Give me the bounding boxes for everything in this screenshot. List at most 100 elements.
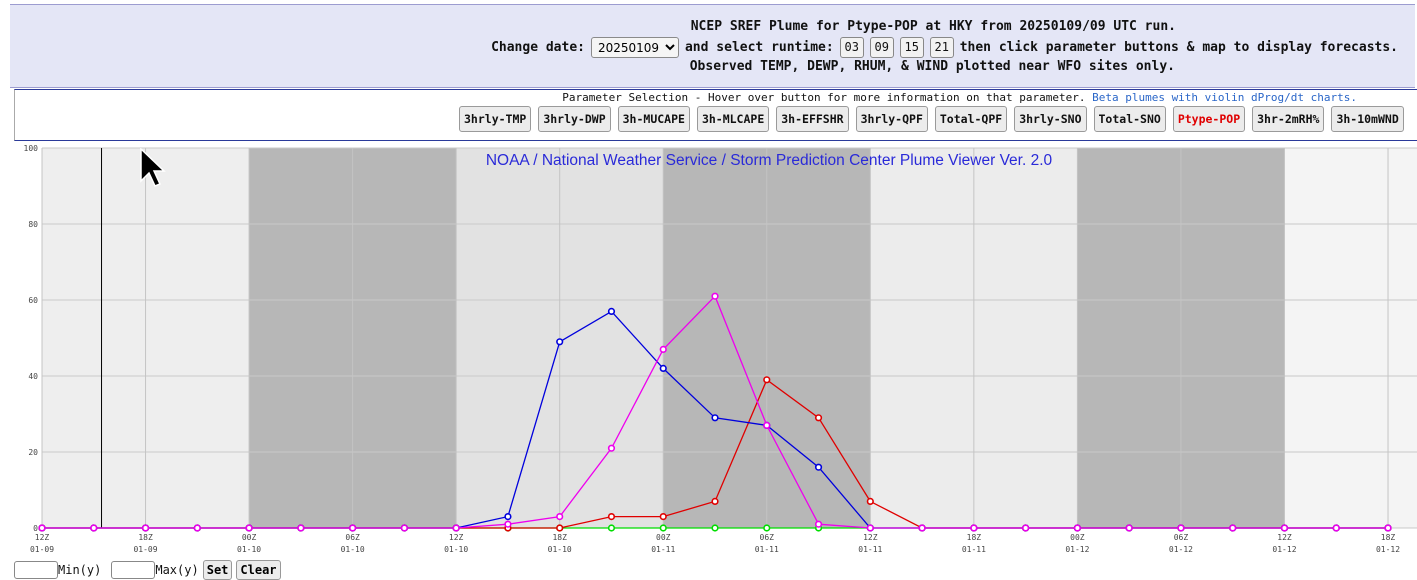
data-point [659, 364, 667, 372]
select-runtime-label: and select runtime: [684, 40, 834, 55]
data-point [38, 524, 46, 532]
x-tick-date: 01-11 [651, 545, 675, 554]
data-point [659, 345, 667, 353]
data-point [1280, 524, 1289, 532]
change-date-label: Change date: [491, 40, 585, 55]
data-point [814, 463, 823, 471]
date-runtime-row: Change date: 20250109 and select runtime… [491, 37, 1398, 58]
data-point [1332, 524, 1340, 532]
y-tick-label: 60 [28, 296, 38, 305]
runtime-button-15[interactable]: 15 [899, 37, 924, 58]
parameter-instructions: Parameter Selection - Hover over button … [15, 91, 1357, 104]
data-point [297, 524, 305, 532]
data-point [711, 414, 719, 422]
date-select[interactable]: 20250109 [590, 37, 679, 58]
beta-plumes-link[interactable]: Beta plumes with violin dProg/dt charts. [1092, 91, 1357, 104]
data-point [866, 524, 874, 532]
x-tick-date: 01-12 [1272, 545, 1296, 554]
x-tick-date: 01-09 [30, 545, 54, 554]
x-tick-hour: 00Z [656, 533, 671, 542]
data-point [763, 421, 771, 430]
param-button-3h-10mwnd[interactable]: 3h-10mWND [1331, 106, 1404, 132]
x-tick-date: 01-12 [1376, 545, 1400, 554]
data-point [1177, 524, 1185, 532]
x-tick-date: 01-09 [133, 545, 157, 554]
x-tick-date: 01-10 [444, 545, 468, 554]
x-tick-date: 01-10 [548, 545, 572, 554]
data-point [711, 497, 719, 506]
then-click-label: then click parameter buttons & map to di… [959, 40, 1398, 55]
x-tick-date: 01-11 [755, 545, 779, 554]
data-point [349, 524, 357, 532]
data-point [866, 497, 874, 506]
clear-button[interactable]: Clear [236, 560, 281, 580]
param-button-total-qpf[interactable]: Total-QPF [934, 106, 1008, 132]
x-tick-date: 01-11 [858, 545, 882, 554]
data-point [1022, 524, 1030, 532]
param-button-3h-effshr[interactable]: 3h-EFFSHR [776, 106, 849, 132]
data-point [1073, 524, 1081, 532]
data-point [659, 524, 667, 532]
param-button-3hr-2mrh-[interactable]: 3hr-2mRH% [1252, 106, 1325, 132]
x-tick-date: 01-11 [962, 545, 986, 554]
param-button-3h-mucape[interactable]: 3h-MUCAPE [617, 106, 690, 132]
plot-band [1284, 148, 1417, 528]
x-tick-hour: 18Z [552, 533, 567, 542]
param-button-ptype-pop[interactable]: Ptype-POP [1172, 106, 1246, 132]
x-tick-hour: 00Z [1070, 533, 1085, 542]
parameter-instruction-text: Parameter Selection - Hover over button … [562, 91, 1086, 104]
runtime-button-09[interactable]: 09 [869, 37, 894, 58]
header-panel: NCEP SREF Plume for Ptype-POP at HKY fro… [10, 4, 1415, 88]
x-tick-hour: 12Z [863, 533, 878, 542]
data-point [556, 524, 564, 532]
observed-note: Observed TEMP, DEWP, RHUM, & WIND plotte… [689, 59, 1175, 74]
runtime-button-03[interactable]: 03 [839, 37, 864, 58]
max-y-input[interactable] [111, 561, 156, 579]
set-button[interactable]: Set [202, 560, 233, 580]
data-point [814, 520, 823, 528]
data-point [763, 376, 771, 384]
min-y-input[interactable] [14, 561, 58, 579]
data-point [556, 338, 564, 346]
x-tick-hour: 18Z [1381, 533, 1396, 542]
data-point [504, 520, 512, 528]
data-point [90, 524, 98, 532]
param-button-3hrly-dwp[interactable]: 3hrly-DWP [538, 106, 611, 132]
parameter-button-row: 3hrly-TMP 3hrly-DWP 3h-MUCAPE 3h-MLCAPE 3h-E… [459, 106, 1404, 132]
y-tick-label: 80 [28, 220, 38, 229]
data-point [141, 524, 150, 532]
data-point [659, 513, 667, 521]
data-point [504, 513, 512, 521]
x-tick-date: 01-12 [1169, 545, 1193, 554]
data-point [607, 513, 616, 521]
x-tick-date: 01-10 [341, 545, 365, 554]
data-point [763, 524, 771, 532]
data-point [452, 524, 460, 532]
param-button-3hrly-tmp[interactable]: 3hrly-TMP [459, 106, 532, 132]
param-button-total-sno[interactable]: Total-SNO [1093, 106, 1166, 132]
x-tick-hour: 06Z [1174, 533, 1189, 542]
data-point [970, 524, 978, 532]
y-tick-label: 100 [24, 144, 39, 153]
x-tick-hour: 18Z [967, 533, 982, 542]
y-range-controls: Min(y) Max(y) Set Clear [14, 560, 281, 580]
data-point [400, 524, 408, 532]
plume-title: NCEP SREF Plume for Ptype-POP at HKY fro… [690, 19, 1176, 34]
data-point [918, 524, 926, 532]
y-tick-label: 0 [33, 524, 38, 533]
x-tick-date: 01-12 [1065, 545, 1089, 554]
runtime-button-21[interactable]: 21 [929, 37, 954, 58]
data-point [814, 414, 823, 422]
data-point [607, 524, 616, 532]
param-button-3h-mlcape[interactable]: 3h-MLCAPE [696, 106, 770, 132]
chart-title: NOAA / National Weather Service / Storm … [486, 152, 1053, 169]
data-point [245, 524, 253, 532]
x-tick-hour: 12Z [1277, 533, 1292, 542]
mouse-cursor-icon [140, 148, 166, 187]
param-button-3hrly-qpf[interactable]: 3hrly-QPF [855, 106, 928, 132]
data-point [556, 513, 564, 521]
parameter-section: Parameter Selection - Hover over button … [14, 89, 1417, 141]
param-button-3hrly-sno[interactable]: 3hrly-SNO [1014, 106, 1087, 132]
max-y-label: Max(y) [155, 563, 199, 577]
x-tick-hour: 06Z [760, 533, 775, 542]
